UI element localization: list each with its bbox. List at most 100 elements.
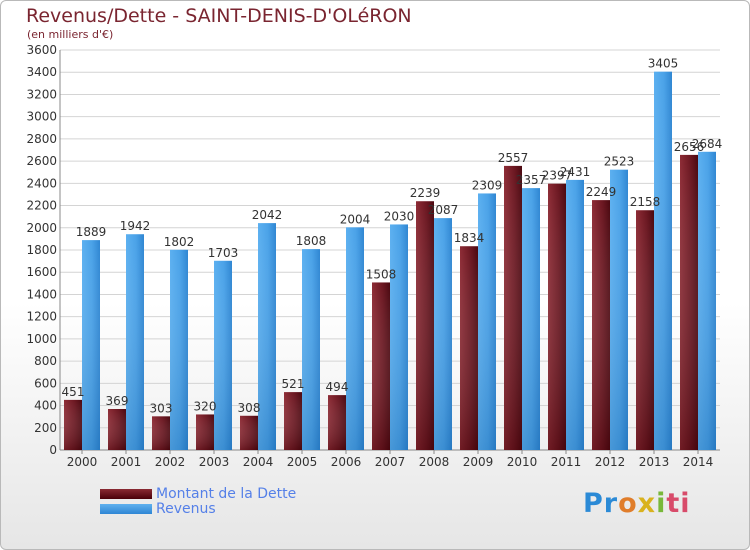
revenue-bar-shade [698, 151, 716, 450]
y-tick-label: 3200 [26, 87, 57, 101]
y-tick-label: 2000 [26, 221, 57, 235]
chart-subtitle: (en milliers d'€) [27, 28, 114, 41]
x-tick-label: 2008 [419, 455, 450, 469]
debt-data-label: 1834 [454, 231, 485, 245]
debt-bar-shade [328, 395, 346, 450]
y-tick-label: 3600 [26, 43, 57, 57]
y-tick-label: 600 [34, 376, 57, 390]
legend-label-debt: Montant de la Dette [156, 486, 297, 502]
revenue-bar-shade [478, 193, 496, 450]
x-tick-label: 2000 [67, 455, 98, 469]
x-tick-label: 2009 [463, 455, 494, 469]
revenue-data-label: 2309 [472, 178, 503, 192]
x-tick-label: 2003 [199, 455, 230, 469]
x-tick-label: 2010 [507, 455, 538, 469]
y-tick-label: 3000 [26, 110, 57, 124]
y-tick-label: 1000 [26, 332, 57, 346]
revenue-data-label: 1703 [208, 246, 239, 260]
debt-data-label: 2249 [586, 185, 617, 199]
debt-bar-shade [152, 416, 170, 450]
revenue-data-label: 2030 [384, 209, 415, 223]
debt-data-label: 2239 [410, 186, 441, 200]
x-tick-label: 2014 [683, 455, 714, 469]
x-tick-label: 2011 [551, 455, 582, 469]
y-tick-label: 2200 [26, 199, 57, 213]
debt-data-label: 2656 [674, 140, 705, 154]
revenue-data-label: 1802 [164, 235, 195, 249]
x-tick-label: 2001 [111, 455, 142, 469]
revenue-bar-shade [566, 179, 584, 450]
revenue-bar-shade [610, 169, 628, 450]
y-tick-label: 200 [34, 421, 57, 435]
revenue-data-label: 2431 [560, 165, 591, 179]
debt-data-label: 303 [150, 401, 173, 415]
debt-bar-shade [108, 409, 126, 450]
y-tick-label: 3400 [26, 65, 57, 79]
revenue-bar-shade [522, 188, 540, 450]
revenue-bar-shade [302, 249, 320, 450]
revenue-data-label: 1808 [296, 234, 327, 248]
x-tick-label: 2006 [331, 455, 362, 469]
x-tick-label: 2004 [243, 455, 274, 469]
debt-bar-shade [680, 154, 698, 450]
revenue-data-label: 2004 [340, 212, 371, 226]
y-tick-label: 400 [34, 399, 57, 413]
debt-bar-shade [504, 165, 522, 450]
debt-bar-shade [64, 399, 82, 450]
debt-bar-shade [372, 282, 390, 450]
revenue-bar-shade [170, 249, 188, 450]
revenue-data-label: 1889 [76, 225, 107, 239]
revenue-data-label: 2357 [516, 173, 547, 187]
y-tick-label: 1200 [26, 310, 57, 324]
debt-data-label: 494 [326, 380, 349, 394]
debt-bar-shade [196, 414, 214, 450]
y-tick-label: 1600 [26, 265, 57, 279]
debt-bar-shade [284, 392, 302, 450]
debt-bar-shade [240, 415, 258, 450]
x-tick-label: 2005 [287, 455, 318, 469]
x-tick-label: 2002 [155, 455, 186, 469]
revenue-bar-shade [346, 227, 364, 450]
revenue-bar-shade [654, 71, 672, 451]
legend-label-revenue: Revenus [156, 501, 216, 517]
proxiti-logo: Proxiti [583, 488, 691, 519]
debt-data-label: 369 [106, 394, 129, 408]
chart-title: Revenus/Dette - SAINT-DENIS-D'OLéRON [26, 5, 412, 27]
y-tick-label: 2600 [26, 154, 57, 168]
debt-data-label: 521 [282, 377, 305, 391]
x-tick-label: 2013 [639, 455, 670, 469]
x-tick-label: 2012 [595, 455, 626, 469]
y-tick-label: 1400 [26, 287, 57, 301]
revenue-bar-shade [214, 260, 232, 450]
legend-swatch-debt [100, 489, 152, 499]
debt-data-label: 2557 [498, 151, 529, 165]
revenue-data-label: 2087 [428, 203, 459, 217]
debt-data-label: 451 [62, 385, 85, 399]
debt-bar-shade [592, 200, 610, 450]
revenue-data-label: 3405 [648, 57, 679, 71]
debt-data-label: 320 [194, 399, 217, 413]
revenue-bar-shade [126, 234, 144, 450]
debt-data-label: 308 [238, 401, 261, 415]
y-tick-label: 1800 [26, 243, 57, 257]
debt-bar-shade [416, 201, 434, 450]
revenue-data-label: 1942 [120, 219, 151, 233]
x-tick-label: 2007 [375, 455, 406, 469]
revenue-bar-shade [82, 240, 100, 450]
debt-data-label: 2158 [630, 195, 661, 209]
debt-data-label: 2397 [542, 169, 573, 183]
revenue-bar-shade [258, 223, 276, 450]
revenue-data-label: 2523 [604, 155, 635, 169]
y-tick-label: 2400 [26, 176, 57, 190]
revenue-data-label: 2684 [692, 137, 723, 151]
debt-bar-shade [460, 246, 478, 450]
y-tick-label: 2800 [26, 132, 57, 146]
debt-data-label: 1508 [366, 267, 397, 281]
debt-bar-shade [548, 183, 566, 450]
debt-bar-shade [636, 210, 654, 450]
legend-swatch-revenue [100, 504, 152, 514]
revenue-bar-shade [434, 218, 452, 450]
y-tick-label: 0 [49, 443, 57, 457]
revenue-bar-shade [390, 224, 408, 450]
